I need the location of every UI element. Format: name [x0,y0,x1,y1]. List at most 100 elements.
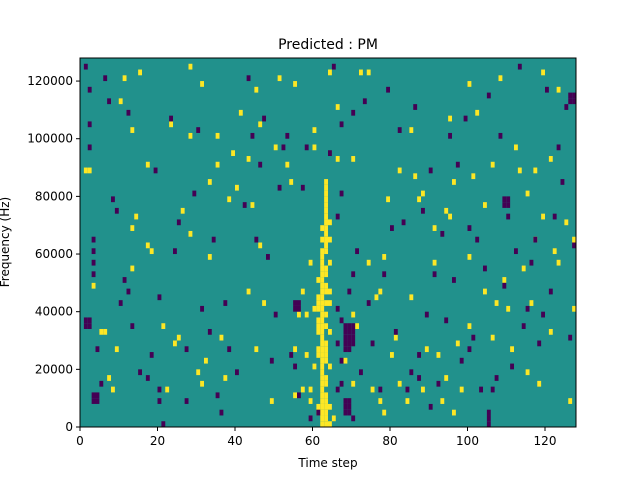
heatmap-cell-low [572,98,577,105]
heatmap-cell-low [126,109,131,116]
heatmap-cell-high [548,156,553,162]
heatmap-cell-high [490,334,495,341]
heatmap-cell-high [366,259,371,266]
heatmap-cell-high [378,398,383,404]
heatmap-cell-high [525,190,530,197]
heatmap-cell-high [440,398,445,404]
heatmap-cell-low [386,86,391,93]
heatmap-cell-high [316,352,321,358]
heatmap-cell-high [444,207,449,214]
heatmap-cell-high [568,398,573,404]
heatmap-cell-low [207,328,212,335]
heatmap-cell-low [87,86,92,93]
heatmap-cell-low [568,98,573,105]
heatmap-cell-high [370,386,375,393]
heatmap-cell-high [572,305,577,312]
heatmap-cell-low [351,334,356,341]
heatmap-cell-low [157,294,162,301]
heatmap-cell-high [219,334,224,341]
heatmap-cell-high [467,254,472,260]
heatmap-cell-high [490,161,495,168]
heatmap-cell-low [347,409,352,416]
heatmap-cell-high [308,259,313,266]
heatmap-cell-high [293,81,298,87]
heatmap-cell-low [130,323,135,329]
heatmap-cell-high [324,271,329,278]
heatmap-cell-low [486,92,491,99]
heatmap-cell-high [320,352,325,358]
heatmap-cell-high [320,259,325,266]
heatmap-cell-high [149,248,154,255]
heatmap-cell-low [351,415,356,422]
heatmap-cell-high [409,127,414,133]
heatmap-cell-high [502,277,507,283]
heatmap-cell-high [235,184,239,191]
heatmap-cell-high [432,225,437,231]
heatmap-cell-low [572,92,577,99]
x-tick-label: 80 [382,434,397,448]
heatmap-cell-high [297,311,301,318]
heatmap-cell-low [308,415,313,422]
heatmap-cell-low [335,213,340,220]
heatmap-cell-high [421,190,425,197]
heatmap-cell-high [320,386,325,393]
heatmap-cell-low [200,305,205,312]
heatmap-cell-low [339,190,344,197]
plot-area [80,58,577,427]
heatmap-cell-high [324,219,329,226]
heatmap-cell-high [200,380,205,387]
heatmap-cell-high [254,346,259,353]
heatmap-cell-high [421,386,425,393]
heatmap-cell-low [215,392,220,399]
heatmap-cell-high [173,340,177,347]
heatmap-cell-high [324,236,329,243]
heatmap-cell-high [320,265,325,272]
heatmap-cell-low [107,98,112,105]
heatmap-cell-high [533,167,538,174]
heatmap-cell-high [145,161,150,168]
heatmap-cell-high [324,213,329,220]
heatmap-cell-low [417,352,422,358]
x-axis-label: Time step [297,456,357,470]
heatmap-cell-low [99,380,104,387]
heatmap-cell-high [316,346,321,353]
heatmap-cell-high [300,386,305,393]
heatmap-cell-high [316,294,321,301]
heatmap-cell-high [316,305,321,312]
heatmap-cell-high [541,213,546,220]
heatmap-cell-low [242,202,247,208]
heatmap-cells [83,63,577,427]
heatmap-cell-low [560,179,565,185]
x-tick-label: 120 [534,434,557,448]
heatmap-cell-low [153,167,158,174]
heatmap-cell-high [312,305,317,312]
heatmap-cell-low [285,132,290,139]
heatmap-cell-low [339,357,344,364]
chart-title: Predicted : PM [278,37,378,53]
heatmap-cell-low [401,219,406,226]
y-tick-label: 120000 [27,74,73,88]
heatmap-cell-low [452,277,456,283]
heatmap-cell-low [359,369,363,376]
heatmap-cell-low [258,161,263,168]
heatmap-cell-high [510,346,515,353]
heatmap-cell-high [320,288,325,295]
heatmap-cell-high [324,265,329,272]
heatmap-cell-high [537,380,542,387]
heatmap-cell-low [343,334,348,341]
heatmap-cell-high [320,254,325,260]
heatmap-cell-high [335,156,340,162]
heatmap-cell-low [91,271,96,278]
heatmap-cell-high [215,132,220,139]
heatmap-cell-high [324,323,329,329]
heatmap-cell-low [281,144,286,151]
heatmap-cell-high [397,380,402,387]
heatmap-cell-high [320,294,325,301]
heatmap-cell-high [324,179,329,185]
heatmap-cell-low [235,369,239,376]
heatmap-cell-low [192,190,197,197]
heatmap-cell-high [351,380,356,387]
heatmap-cell-high [444,375,449,381]
heatmap-cell-low [145,375,150,381]
heatmap-cell-high [409,294,414,301]
